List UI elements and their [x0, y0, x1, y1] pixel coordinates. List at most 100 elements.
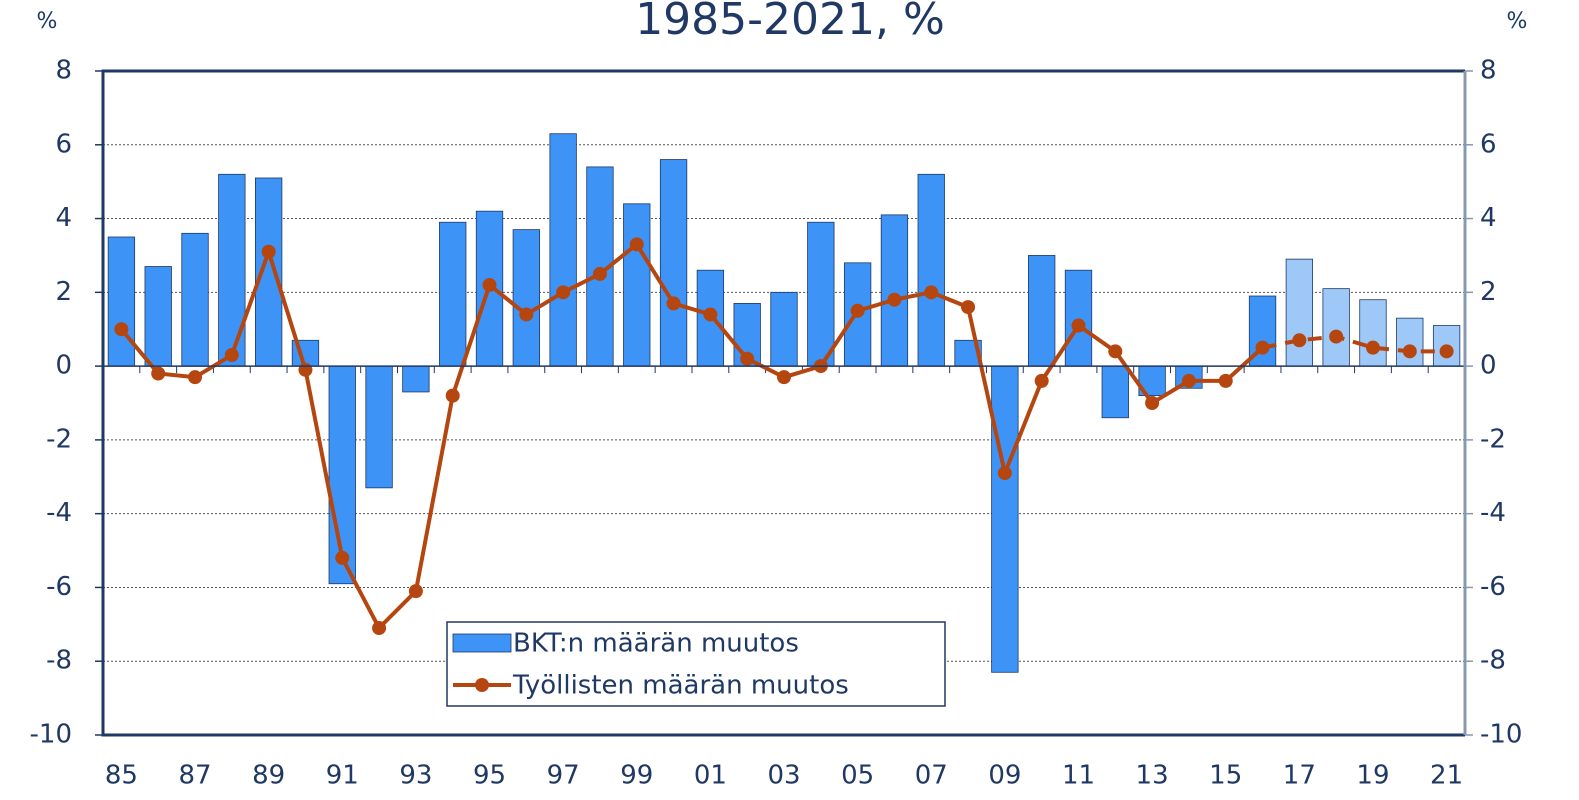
line-marker [556, 285, 571, 300]
x-tick-label: 09 [988, 761, 1021, 791]
line-marker [1071, 318, 1086, 333]
x-tick-label: 99 [620, 761, 653, 791]
legend-box [446, 621, 946, 707]
line-marker [408, 584, 423, 599]
bar [1064, 269, 1093, 367]
x-tick-label: 17 [1283, 761, 1316, 791]
line-marker [224, 348, 239, 363]
x-tick-label: 15 [1209, 761, 1242, 791]
bar [144, 266, 172, 367]
bar [991, 365, 1019, 673]
y-tick-label: -4 [46, 498, 72, 528]
bar [1285, 258, 1314, 367]
line-marker [335, 550, 350, 565]
bar [328, 365, 356, 585]
y2-tick-label: -10 [1480, 720, 1522, 750]
bar [807, 221, 835, 367]
y-tick-label: -6 [46, 572, 72, 602]
x-tick-label: 01 [694, 761, 727, 791]
x-tick-label: 91 [326, 761, 359, 791]
y2-tick-label: -4 [1480, 498, 1506, 528]
y2-tick-label: 2 [1480, 277, 1497, 307]
line-marker [924, 285, 939, 300]
y-tick-label: -8 [46, 646, 72, 676]
bar [1322, 288, 1350, 367]
line-marker [961, 300, 976, 315]
line-marker [1181, 373, 1196, 388]
y2-tick-label: -2 [1480, 424, 1506, 454]
y2-tick-label: 4 [1480, 203, 1497, 233]
bar [107, 236, 136, 367]
x-tick-label: 13 [1136, 761, 1169, 791]
x-tick-label: 03 [767, 761, 800, 791]
line-marker [1145, 396, 1160, 410]
y-axis-label: % [37, 9, 58, 34]
y2-axis-label: % [1507, 9, 1528, 34]
bar [512, 229, 540, 367]
line-marker [298, 362, 313, 377]
line [119, 241, 1264, 632]
x-tick-label: 93 [399, 761, 432, 791]
line-marker [1292, 333, 1307, 348]
x-tick-label: 95 [473, 761, 506, 791]
y2-tick-label: -6 [1480, 572, 1506, 602]
y2-tick-label: 0 [1480, 351, 1497, 381]
x-tick-label: 19 [1356, 761, 1389, 791]
y-tick-label: 6 [55, 129, 72, 159]
bar [549, 133, 577, 367]
line-marker [1255, 340, 1270, 355]
line-marker [482, 277, 497, 292]
bar [402, 365, 430, 393]
line-marker [1365, 340, 1380, 355]
y-tick-label: -2 [46, 424, 72, 454]
x-tick-label: 89 [252, 761, 285, 791]
bar [880, 214, 909, 367]
legend-label: Työllisten määrän muutos [512, 671, 849, 701]
bar [917, 173, 945, 367]
y-tick-label: 2 [55, 277, 72, 307]
line-marker [1329, 329, 1344, 344]
line-marker [519, 307, 534, 322]
line-marker [1034, 373, 1049, 388]
x-tick-label: 85 [105, 761, 138, 791]
line-marker [592, 266, 607, 281]
line-marker [445, 388, 460, 403]
bar [1101, 365, 1129, 419]
bar [1359, 299, 1387, 367]
x-tick-label: 07 [915, 761, 948, 791]
legend-swatch [475, 678, 489, 692]
bar [1396, 317, 1424, 367]
y-tick-label: 4 [55, 203, 72, 233]
x-tick-label: 21 [1430, 761, 1463, 791]
y-tick-label: 8 [55, 56, 72, 86]
line-marker [1108, 344, 1123, 359]
x-tick-label: 87 [178, 761, 211, 791]
bar [218, 173, 246, 367]
line-marker [740, 351, 755, 366]
y-tick-label: -10 [30, 720, 72, 750]
bar [659, 159, 688, 367]
bar [365, 365, 393, 489]
plot-frame [101, 69, 1465, 737]
x-tick-label: 05 [841, 761, 874, 791]
bar [181, 232, 209, 367]
line-marker [850, 303, 865, 318]
line-marker [114, 322, 129, 337]
y2-tick-label: 6 [1480, 129, 1497, 159]
line-marker [151, 366, 166, 381]
line-marker [629, 237, 644, 252]
bar [439, 221, 467, 367]
y-tick-label: 0 [55, 351, 72, 381]
line-marker [777, 370, 791, 385]
line-marker [703, 307, 718, 322]
bar [623, 203, 651, 367]
line-marker [372, 621, 387, 636]
y2-tick-label: 8 [1480, 56, 1497, 86]
bar [1028, 255, 1056, 367]
line-marker [188, 370, 203, 385]
x-tick-label: 97 [547, 761, 580, 791]
line-marker [997, 466, 1012, 481]
legend-swatch [452, 633, 512, 653]
x-tick-label: 11 [1062, 761, 1095, 791]
